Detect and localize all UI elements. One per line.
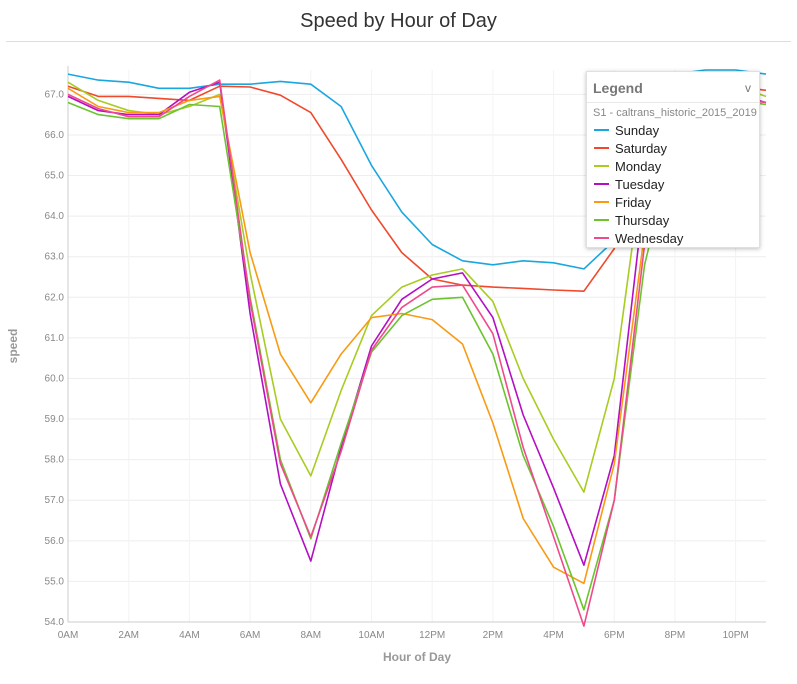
legend-panel: Legend v S1 - caltrans_historic_2015_201…	[586, 71, 760, 248]
x-tick-label: 4PM	[543, 630, 564, 641]
y-tick-label: 61.0	[45, 333, 65, 344]
legend-swatch	[594, 219, 609, 221]
y-axis-title: speed	[6, 329, 20, 364]
legend-swatch	[594, 129, 609, 131]
legend-title: Legend	[593, 80, 643, 96]
y-tick-label: 67.0	[45, 89, 65, 100]
legend-label: Friday	[615, 194, 652, 210]
x-tick-label: 2PM	[483, 630, 504, 641]
x-tick-label: 2AM	[118, 630, 139, 641]
legend-swatch	[594, 165, 609, 167]
y-tick-label: 57.0	[45, 495, 65, 506]
y-tick-label: 60.0	[45, 373, 65, 384]
y-tick-label: 66.0	[45, 130, 65, 141]
legend-collapse-toggle[interactable]: v	[745, 81, 751, 95]
x-tick-label: 6AM	[240, 630, 261, 641]
x-tick-label: 10AM	[358, 630, 384, 641]
legend-label: Sunday	[615, 122, 660, 138]
legend-group-label: S1 - caltrans_historic_2015_2019	[593, 107, 757, 119]
x-axis-title: Hour of Day	[383, 650, 451, 664]
legend-swatch	[594, 237, 609, 239]
y-tick-label: 54.0	[45, 617, 65, 628]
y-tick-label: 55.0	[45, 576, 65, 587]
legend-label: Wednesday	[615, 230, 684, 246]
x-tick-label: 4AM	[179, 630, 200, 641]
chart-title: Speed by Hour of Day	[300, 10, 497, 32]
y-tick-label: 63.0	[45, 252, 65, 263]
y-tick-label: 62.0	[45, 292, 65, 303]
x-tick-label: 8PM	[665, 630, 686, 641]
y-tick-label: 58.0	[45, 455, 65, 466]
title-divider	[6, 41, 791, 42]
legend-divider	[587, 102, 759, 103]
legend-items: Sunday Saturday Monday Tuesday Friday Thursda…	[587, 121, 759, 247]
x-tick-label: 6PM	[604, 630, 625, 641]
legend-item-sunday[interactable]: Sunday	[587, 121, 759, 139]
legend-swatch	[594, 201, 609, 203]
x-tick-label: 8AM	[301, 630, 322, 641]
y-tick-label: 65.0	[45, 171, 65, 182]
legend-item-saturday[interactable]: Saturday	[587, 139, 759, 157]
x-tick-label: 10PM	[723, 630, 749, 641]
legend-item-wednesday[interactable]: Wednesday	[587, 229, 759, 247]
legend-label: Saturday	[615, 140, 668, 156]
legend-item-tuesday[interactable]: Tuesday	[587, 175, 759, 193]
legend-item-monday[interactable]: Monday	[587, 157, 759, 175]
y-tick-label: 56.0	[45, 536, 65, 547]
legend-header: Legend v	[587, 72, 759, 99]
y-tick-label: 59.0	[45, 414, 65, 425]
legend-swatch	[594, 183, 609, 185]
legend-item-thursday[interactable]: Thursday	[587, 211, 759, 229]
legend-label: Thursday	[615, 212, 670, 228]
y-tick-label: 64.0	[45, 211, 65, 222]
legend-label: Tuesday	[615, 176, 665, 192]
legend-item-friday[interactable]: Friday	[587, 193, 759, 211]
legend-label: Monday	[615, 158, 662, 174]
x-tick-label: 0AM	[58, 630, 79, 641]
legend-swatch	[594, 147, 609, 149]
x-tick-label: 12PM	[419, 630, 445, 641]
